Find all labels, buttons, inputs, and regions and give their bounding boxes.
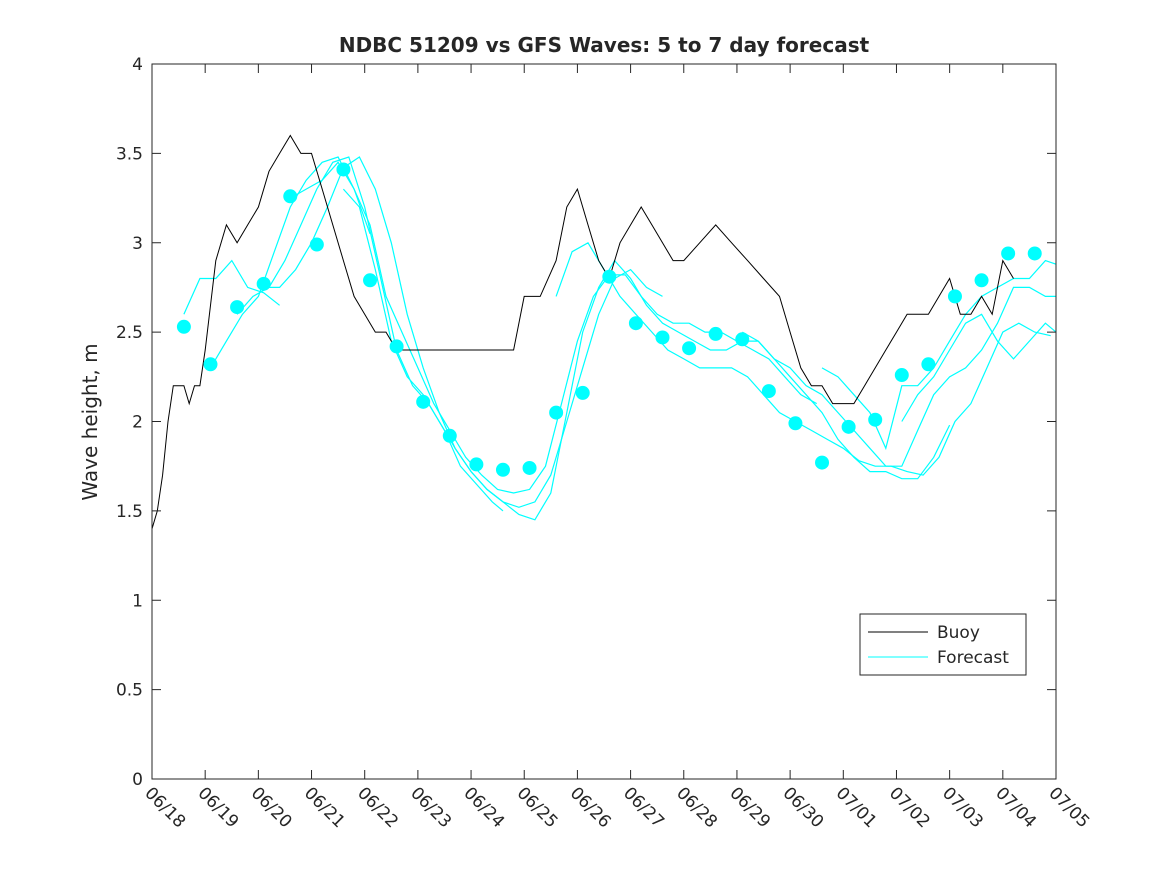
forecast-marker — [735, 332, 750, 347]
y-tick-label: 3.5 — [116, 144, 143, 164]
forecast-line — [236, 156, 504, 512]
forecast-marker — [309, 237, 324, 252]
x-tick-label: 06/27 — [619, 783, 668, 832]
forecast-line — [742, 286, 1056, 467]
forecast-marker — [602, 269, 617, 284]
forecast-marker — [549, 405, 564, 420]
forecast-line — [290, 161, 817, 494]
x-tick-label: 06/18 — [140, 783, 189, 832]
buoy-line — [151, 134, 1014, 529]
x-tick-label: 06/29 — [725, 783, 774, 832]
forecast-marker — [815, 455, 830, 470]
legend-label-forecast: Forecast — [937, 648, 1009, 668]
forecast-marker — [761, 384, 776, 399]
forecast-marker — [363, 273, 378, 288]
forecast-marker — [176, 319, 191, 334]
x-tick-label: 06/24 — [460, 783, 509, 832]
x-tick-label: 06/21 — [300, 783, 349, 832]
x-tick-label: 06/19 — [194, 783, 243, 832]
legend-box — [859, 613, 1027, 676]
forecast-marker — [336, 162, 351, 177]
forecast-line — [342, 188, 951, 521]
y-tick-label: 4 — [132, 55, 143, 75]
forecast-marker — [655, 330, 670, 345]
forecast-marker — [682, 341, 697, 356]
x-tick-label: 07/02 — [885, 783, 934, 832]
y-tick-label: 2 — [132, 413, 143, 433]
x-tick-label: 06/25 — [513, 783, 562, 832]
forecast-marker — [469, 457, 484, 472]
forecast-marker — [256, 276, 271, 291]
forecast-marker — [522, 460, 537, 475]
legend: Buoy Forecast — [859, 613, 1027, 676]
x-tick-label: 06/23 — [406, 783, 455, 832]
forecast-marker — [628, 316, 643, 331]
legend-label-buoy: Buoy — [937, 623, 980, 643]
forecast-line — [183, 259, 280, 315]
x-tick-label: 06/28 — [672, 783, 721, 832]
forecast-marker — [1001, 246, 1016, 261]
forecast-marker — [947, 289, 962, 304]
plot-area — [151, 134, 1057, 529]
y-tick-label: 0.5 — [116, 681, 143, 701]
y-tick-label: 3 — [132, 234, 143, 254]
forecast-marker — [1027, 246, 1042, 261]
forecast-line — [209, 156, 371, 369]
forecast-marker — [495, 462, 510, 477]
y-tick-label: 0 — [132, 770, 143, 790]
forecast-line — [263, 156, 663, 508]
y-tick-label: 1 — [132, 591, 143, 611]
x-tick-label: 06/20 — [247, 783, 296, 832]
forecast-marker — [389, 339, 404, 354]
forecast-marker — [868, 412, 883, 427]
chart-title: NDBC 51209 vs GFS Waves: 5 to 7 day fore… — [339, 33, 870, 57]
x-tick-label: 06/26 — [566, 783, 615, 832]
forecast-marker — [230, 300, 245, 315]
forecast-marker — [788, 416, 803, 431]
forecast-marker — [894, 368, 909, 383]
forecast-marker — [921, 357, 936, 372]
forecast-marker — [841, 419, 856, 434]
forecast-line — [821, 259, 1057, 451]
x-tick-label: 06/22 — [353, 783, 402, 832]
x-tick-label: 07/05 — [1044, 783, 1093, 832]
forecast-marker — [708, 326, 723, 341]
forecast-marker — [416, 394, 431, 409]
forecast-line — [901, 313, 1057, 422]
forecast-marker — [575, 385, 590, 400]
x-tick-label: 07/03 — [938, 783, 987, 832]
forecast-marker — [442, 428, 457, 443]
x-tick-label: 06/30 — [779, 783, 828, 832]
forecast-marker — [974, 273, 989, 288]
y-tick-label: 1.5 — [116, 502, 143, 522]
y-tick-label: 2.5 — [116, 323, 143, 343]
y-axis-label: Wave height, m — [78, 343, 102, 500]
forecast-marker — [203, 357, 218, 372]
x-tick-label: 07/04 — [991, 783, 1040, 832]
forecast-marker — [283, 189, 298, 204]
x-tick-label: 07/01 — [832, 783, 881, 832]
